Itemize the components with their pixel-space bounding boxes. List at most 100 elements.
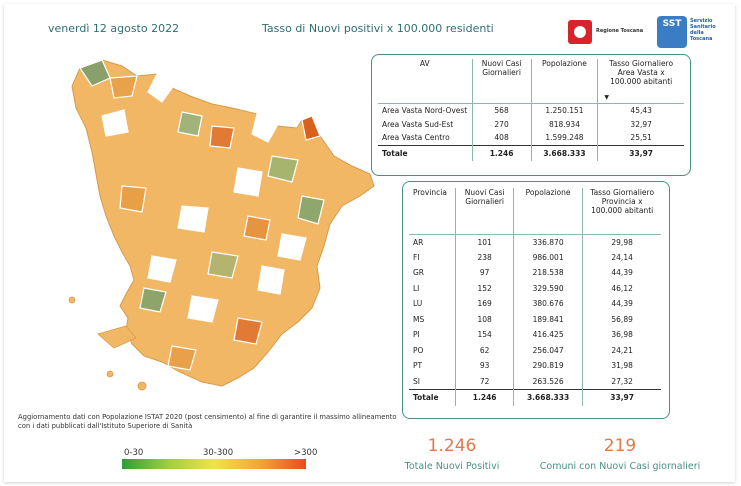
pr-rate: 46,12 [582,280,661,296]
legend-label-low: 0-30 [124,448,144,458]
legend-label-high: >300 [294,448,318,458]
pr-pop: 263.526 [512,373,583,389]
av-total-label: Totale [378,144,473,161]
pr-total-pop: 3.668.333 [512,388,583,406]
report-title: Tasso di Nuovi positivi x 100.000 reside… [262,22,494,35]
pr-pop-header: Popolazione [512,188,583,234]
pr-pop: 336.870 [512,233,583,250]
legend-label-mid: 30-300 [203,448,234,458]
av-pop-header: Popolazione [530,59,598,103]
pr-rate-header: Tasso Giornaliero Provincia x 100.000 ab… [582,188,661,234]
av-rate-header[interactable]: Tasso Giornaliero Area Vasta x 100.000 a… [597,59,684,103]
table-row: Area Vasta Sud-Est 270 818.934 32,97 [378,117,684,131]
total-positives-value: 1.246 [427,436,477,456]
pr-pop: 416.425 [512,327,583,343]
footnote: Aggiornamento dati con Popolazione ISTAT… [18,413,397,430]
pr-cases: 97 [455,265,514,281]
av-cases: 408 [471,131,532,145]
pr-name: FI [413,252,420,262]
regione-toscana-logo: Regione Toscana [568,18,644,46]
pr-rate: 24,21 [582,342,661,358]
regione-emblem-icon [568,20,592,44]
av-name: Area Vasta Centro [382,133,450,143]
comuni-label: Comuni con Nuovi Casi giornalieri [539,461,701,472]
pr-name: LI [413,283,420,293]
table-total-row: Totale 1.246 3.668.333 33,97 [409,388,661,406]
av-cases: 270 [471,117,532,131]
pr-col-header: Provincia [413,188,447,197]
av-name: Area Vasta Nord-Ovest [378,102,473,117]
table-total-row: Totale 1.246 3.668.333 33,97 [378,144,684,161]
pr-pop: 189.841 [512,311,583,327]
pr-name: MS [413,314,425,324]
table-row: LU 169 380.676 44,39 [409,296,661,312]
islands [68,296,147,391]
pr-total-cases: 1.246 [455,388,514,406]
island-capraia [68,296,76,304]
pr-rate: 27,32 [582,373,661,389]
pr-total-rate: 33,97 [582,388,661,406]
total-positives-label: Totale Nuovi Positivi [404,461,500,472]
table-row: AR 101 336.870 29,98 [409,233,661,250]
pr-name: PT [413,361,423,371]
pr-rate: 44,39 [582,265,661,281]
sst-badge: SST [657,16,687,48]
legend-color-bar [122,459,306,469]
pr-pop: 290.819 [512,358,583,374]
av-total-cases: 1.246 [471,144,532,161]
pr-name: SI [413,376,420,386]
table-row: FI 238 986.001 24,14 [409,249,661,265]
sort-desc-icon: ▼ [604,93,609,101]
av-name: Area Vasta Sud-Est [382,119,454,129]
pr-pop: 986.001 [512,249,583,265]
table-row: Area Vasta Nord-Ovest 568 1.250.151 45,4… [378,102,684,117]
pr-cases-header: Nuovi Casi Giornalieri [455,188,514,234]
av-rate-header-label: Tasso Giornaliero Area Vasta x 100.000 a… [609,59,674,86]
pr-cases: 169 [455,296,514,312]
pr-name: AR [409,233,456,250]
municipality-patches [79,59,325,371]
table-row: PT 93 290.819 31,98 [409,358,661,374]
tuscany-map [68,59,375,391]
pr-pop: 218.538 [512,265,583,281]
av-pop: 818.934 [530,117,598,131]
island-elba [97,325,137,349]
island-giglio [137,381,147,391]
pr-pop: 380.676 [512,296,583,312]
island-montecristo [106,370,114,378]
pr-cases: 152 [455,280,514,296]
pr-cases: 62 [455,342,514,358]
pr-cases: 101 [455,233,514,250]
pr-rate: 24,14 [582,249,661,265]
pr-name: GR [413,268,425,278]
pr-cases: 154 [455,327,514,343]
pr-cases: 72 [455,373,514,389]
pr-pop: 329.590 [512,280,583,296]
av-col-header: AV [419,59,430,68]
pr-name: PI [413,330,420,340]
av-cases: 568 [471,102,532,117]
av-pop: 1.599.248 [530,131,598,145]
pr-rate: 56,89 [582,311,661,327]
av-rate: 32,97 [597,117,684,131]
provincia-panel: Provincia Nuovi Casi Giornalieri Popolaz… [402,181,670,419]
av-rate: 25,51 [597,131,684,145]
provincia-table: Provincia Nuovi Casi Giornalieri Popolaz… [409,188,661,406]
table-row: PI 154 416.425 36,98 [409,327,661,343]
pr-cases: 93 [455,358,514,374]
table-row: LI 152 329.590 46,12 [409,280,661,296]
table-row: SI 72 263.526 27,32 [409,373,661,389]
pr-cases: 238 [455,249,514,265]
pr-rate: 36,98 [582,327,661,343]
pr-name: LU [413,299,423,309]
comuni-value: 219 [603,436,637,456]
table-row: PO 62 256.047 24,21 [409,342,661,358]
regione-logo-text: Regione Toscana [596,28,644,34]
av-total-pop: 3.668.333 [530,144,598,161]
table-row: GR 97 218.538 44,39 [409,265,661,281]
av-cases-header: Nuovi Casi Giornalieri [471,59,532,103]
av-pop: 1.250.151 [530,102,598,117]
pr-cases: 108 [455,311,514,327]
av-rate: 45,43 [597,102,684,117]
pr-name: PO [413,345,424,355]
